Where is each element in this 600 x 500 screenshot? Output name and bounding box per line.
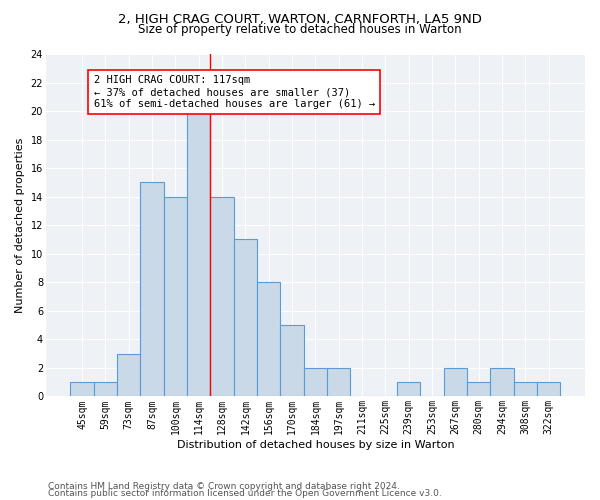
Bar — [444, 368, 467, 396]
Text: Size of property relative to detached houses in Warton: Size of property relative to detached ho… — [138, 22, 462, 36]
Bar — [94, 382, 117, 396]
Bar — [304, 368, 327, 396]
Text: Contains HM Land Registry data © Crown copyright and database right 2024.: Contains HM Land Registry data © Crown c… — [48, 482, 400, 491]
Bar — [164, 196, 187, 396]
Bar — [327, 368, 350, 396]
Bar — [514, 382, 537, 396]
Bar — [117, 354, 140, 397]
Y-axis label: Number of detached properties: Number of detached properties — [15, 138, 25, 313]
Text: 2 HIGH CRAG COURT: 117sqm
← 37% of detached houses are smaller (37)
61% of semi-: 2 HIGH CRAG COURT: 117sqm ← 37% of detac… — [94, 76, 375, 108]
Bar — [211, 196, 234, 396]
Text: Contains public sector information licensed under the Open Government Licence v3: Contains public sector information licen… — [48, 490, 442, 498]
Bar — [467, 382, 490, 396]
Bar — [397, 382, 421, 396]
Bar — [490, 368, 514, 396]
Bar — [280, 325, 304, 396]
Bar — [537, 382, 560, 396]
Bar — [187, 111, 211, 397]
Bar — [234, 240, 257, 396]
X-axis label: Distribution of detached houses by size in Warton: Distribution of detached houses by size … — [176, 440, 454, 450]
Bar — [257, 282, 280, 397]
Text: 2, HIGH CRAG COURT, WARTON, CARNFORTH, LA5 9ND: 2, HIGH CRAG COURT, WARTON, CARNFORTH, L… — [118, 12, 482, 26]
Bar — [140, 182, 164, 396]
Bar — [70, 382, 94, 396]
